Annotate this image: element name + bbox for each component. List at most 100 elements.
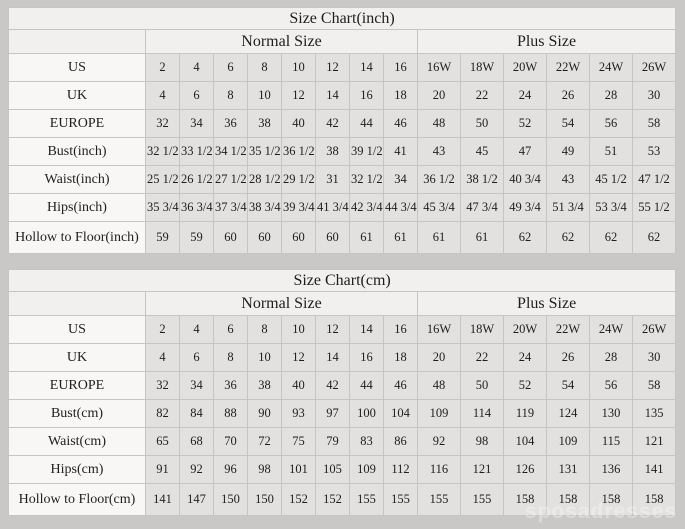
size-value-cell: 27 1/2 bbox=[213, 165, 248, 194]
row-label: Hips(inch) bbox=[8, 193, 146, 222]
size-value-cell: 44 3/4 bbox=[383, 193, 418, 222]
size-value-cell: 34 bbox=[179, 371, 214, 400]
size-value-cell: 60 bbox=[315, 221, 350, 254]
size-value-cell: 6 bbox=[179, 343, 214, 372]
size-value-cell: 61 bbox=[349, 221, 384, 254]
size-value-cell: 158 bbox=[589, 483, 633, 516]
size-value-cell: 28 bbox=[589, 343, 633, 372]
size-value-cell: 4 bbox=[179, 315, 214, 344]
size-value-cell: 38 bbox=[247, 371, 282, 400]
row-label: US bbox=[8, 315, 146, 344]
size-value-cell: 30 bbox=[631, 343, 677, 372]
size-value-cell: 12 bbox=[281, 343, 316, 372]
size-value-cell: 8 bbox=[213, 343, 248, 372]
size-value-cell: 22W bbox=[546, 315, 590, 344]
size-value-cell: 109 bbox=[417, 399, 461, 428]
table-row: Hollow to Floor(inch) 59 59 60 60 60 60 61 61 61 6… bbox=[8, 221, 677, 254]
size-value-cell: 104 bbox=[383, 399, 418, 428]
size-value-cell: 155 bbox=[460, 483, 504, 516]
table-row: US 2 4 6 8 10 12 14 16 16W 18W 20W 22W 24W 26W bbox=[8, 53, 677, 82]
size-value-cell: 41 bbox=[383, 137, 418, 166]
size-value-cell: 40 bbox=[281, 109, 316, 138]
size-value-cell: 25 1/2 bbox=[145, 165, 180, 194]
size-value-cell: 39 3/4 bbox=[281, 193, 316, 222]
row-label: Bust(inch) bbox=[8, 137, 146, 166]
size-value-cell: 44 bbox=[349, 371, 384, 400]
size-value-cell: 2 bbox=[145, 315, 180, 344]
table-row: Waist(inch) 25 1/2 26 1/2 27 1/2 28 1/2 29 1/… bbox=[8, 165, 677, 194]
size-value-cell: 51 3/4 bbox=[546, 193, 590, 222]
size-value-cell: 70 bbox=[213, 427, 248, 456]
size-value-cell: 86 bbox=[383, 427, 418, 456]
size-value-cell: 88 bbox=[213, 399, 248, 428]
size-value-cell: 43 bbox=[417, 137, 461, 166]
size-value-cell: 75 bbox=[281, 427, 316, 456]
size-value-cell: 18 bbox=[383, 81, 418, 110]
size-value-cell: 20 bbox=[417, 343, 461, 372]
table-row: Waist(cm) 65 68 70 72 75 79 83 86 92 98 104 109 115 12… bbox=[8, 427, 677, 456]
size-value-cell: 16 bbox=[383, 53, 418, 82]
size-value-cell: 48 bbox=[417, 109, 461, 138]
row-label: UK bbox=[8, 343, 146, 372]
size-value-cell: 20W bbox=[503, 53, 547, 82]
size-value-cell: 92 bbox=[179, 455, 214, 484]
table-row: EUROPE 32 34 36 38 40 42 44 46 48 50 52 54 56 58 bbox=[8, 371, 677, 400]
size-value-cell: 22 bbox=[460, 343, 504, 372]
size-value-cell: 36 bbox=[213, 371, 248, 400]
size-value-cell: 49 3/4 bbox=[503, 193, 547, 222]
size-value-cell: 47 3/4 bbox=[460, 193, 504, 222]
size-value-cell: 56 bbox=[589, 371, 633, 400]
size-value-cell: 8 bbox=[213, 81, 248, 110]
size-value-cell: 41 3/4 bbox=[315, 193, 350, 222]
size-value-cell: 36 1/2 bbox=[417, 165, 461, 194]
size-value-cell: 32 bbox=[145, 109, 180, 138]
row-label: Hollow to Floor(inch) bbox=[8, 221, 146, 254]
size-value-cell: 83 bbox=[349, 427, 384, 456]
size-value-cell: 34 1/2 bbox=[213, 137, 248, 166]
size-value-cell: 158 bbox=[503, 483, 547, 516]
size-value-cell: 136 bbox=[589, 455, 633, 484]
size-value-cell: 90 bbox=[247, 399, 282, 428]
size-value-cell: 62 bbox=[589, 221, 633, 254]
size-value-cell: 119 bbox=[503, 399, 547, 428]
size-value-cell: 26 bbox=[546, 343, 590, 372]
size-value-cell: 82 bbox=[145, 399, 180, 428]
size-value-cell: 28 bbox=[589, 81, 633, 110]
size-value-cell: 46 bbox=[383, 109, 418, 138]
size-value-cell: 130 bbox=[589, 399, 633, 428]
row-label: Waist(inch) bbox=[8, 165, 146, 194]
table-row: US 2 4 6 8 10 12 14 16 16W 18W 20W 22W 24W 26W bbox=[8, 315, 677, 344]
size-value-cell: 84 bbox=[179, 399, 214, 428]
size-value-cell: 150 bbox=[213, 483, 248, 516]
size-value-cell: 115 bbox=[589, 427, 633, 456]
size-value-cell: 62 bbox=[631, 221, 677, 254]
size-value-cell: 18W bbox=[460, 53, 504, 82]
size-value-cell: 4 bbox=[179, 53, 214, 82]
size-value-cell: 22W bbox=[546, 53, 590, 82]
size-value-cell: 31 bbox=[315, 165, 350, 194]
size-table: Size Chart(cm) Normal Size Plus Size US 2 4 6 8… bbox=[7, 269, 677, 516]
size-value-cell: 26W bbox=[631, 53, 677, 82]
size-value-cell: 38 bbox=[247, 109, 282, 138]
size-value-cell: 40 3/4 bbox=[503, 165, 547, 194]
size-value-cell: 62 bbox=[546, 221, 590, 254]
size-value-cell: 12 bbox=[315, 53, 350, 82]
size-value-cell: 16 bbox=[383, 315, 418, 344]
size-value-cell: 32 bbox=[145, 371, 180, 400]
size-value-cell: 32 1/2 bbox=[349, 165, 384, 194]
size-value-cell: 79 bbox=[315, 427, 350, 456]
size-value-cell: 2 bbox=[145, 53, 180, 82]
size-value-cell: 50 bbox=[460, 109, 504, 138]
size-value-cell: 20W bbox=[503, 315, 547, 344]
size-value-cell: 33 1/2 bbox=[179, 137, 214, 166]
size-value-cell: 109 bbox=[349, 455, 384, 484]
size-chart-inch-table-container: Size Chart(inch) Normal Size Plus Size US 2 4… bbox=[7, 7, 677, 254]
size-value-cell: 46 bbox=[383, 371, 418, 400]
size-value-cell: 32 1/2 bbox=[145, 137, 180, 166]
size-value-cell: 14 bbox=[315, 343, 350, 372]
size-value-cell: 58 bbox=[631, 109, 677, 138]
row-label: EUROPE bbox=[8, 109, 146, 138]
size-value-cell: 65 bbox=[145, 427, 180, 456]
size-value-cell: 54 bbox=[546, 109, 590, 138]
